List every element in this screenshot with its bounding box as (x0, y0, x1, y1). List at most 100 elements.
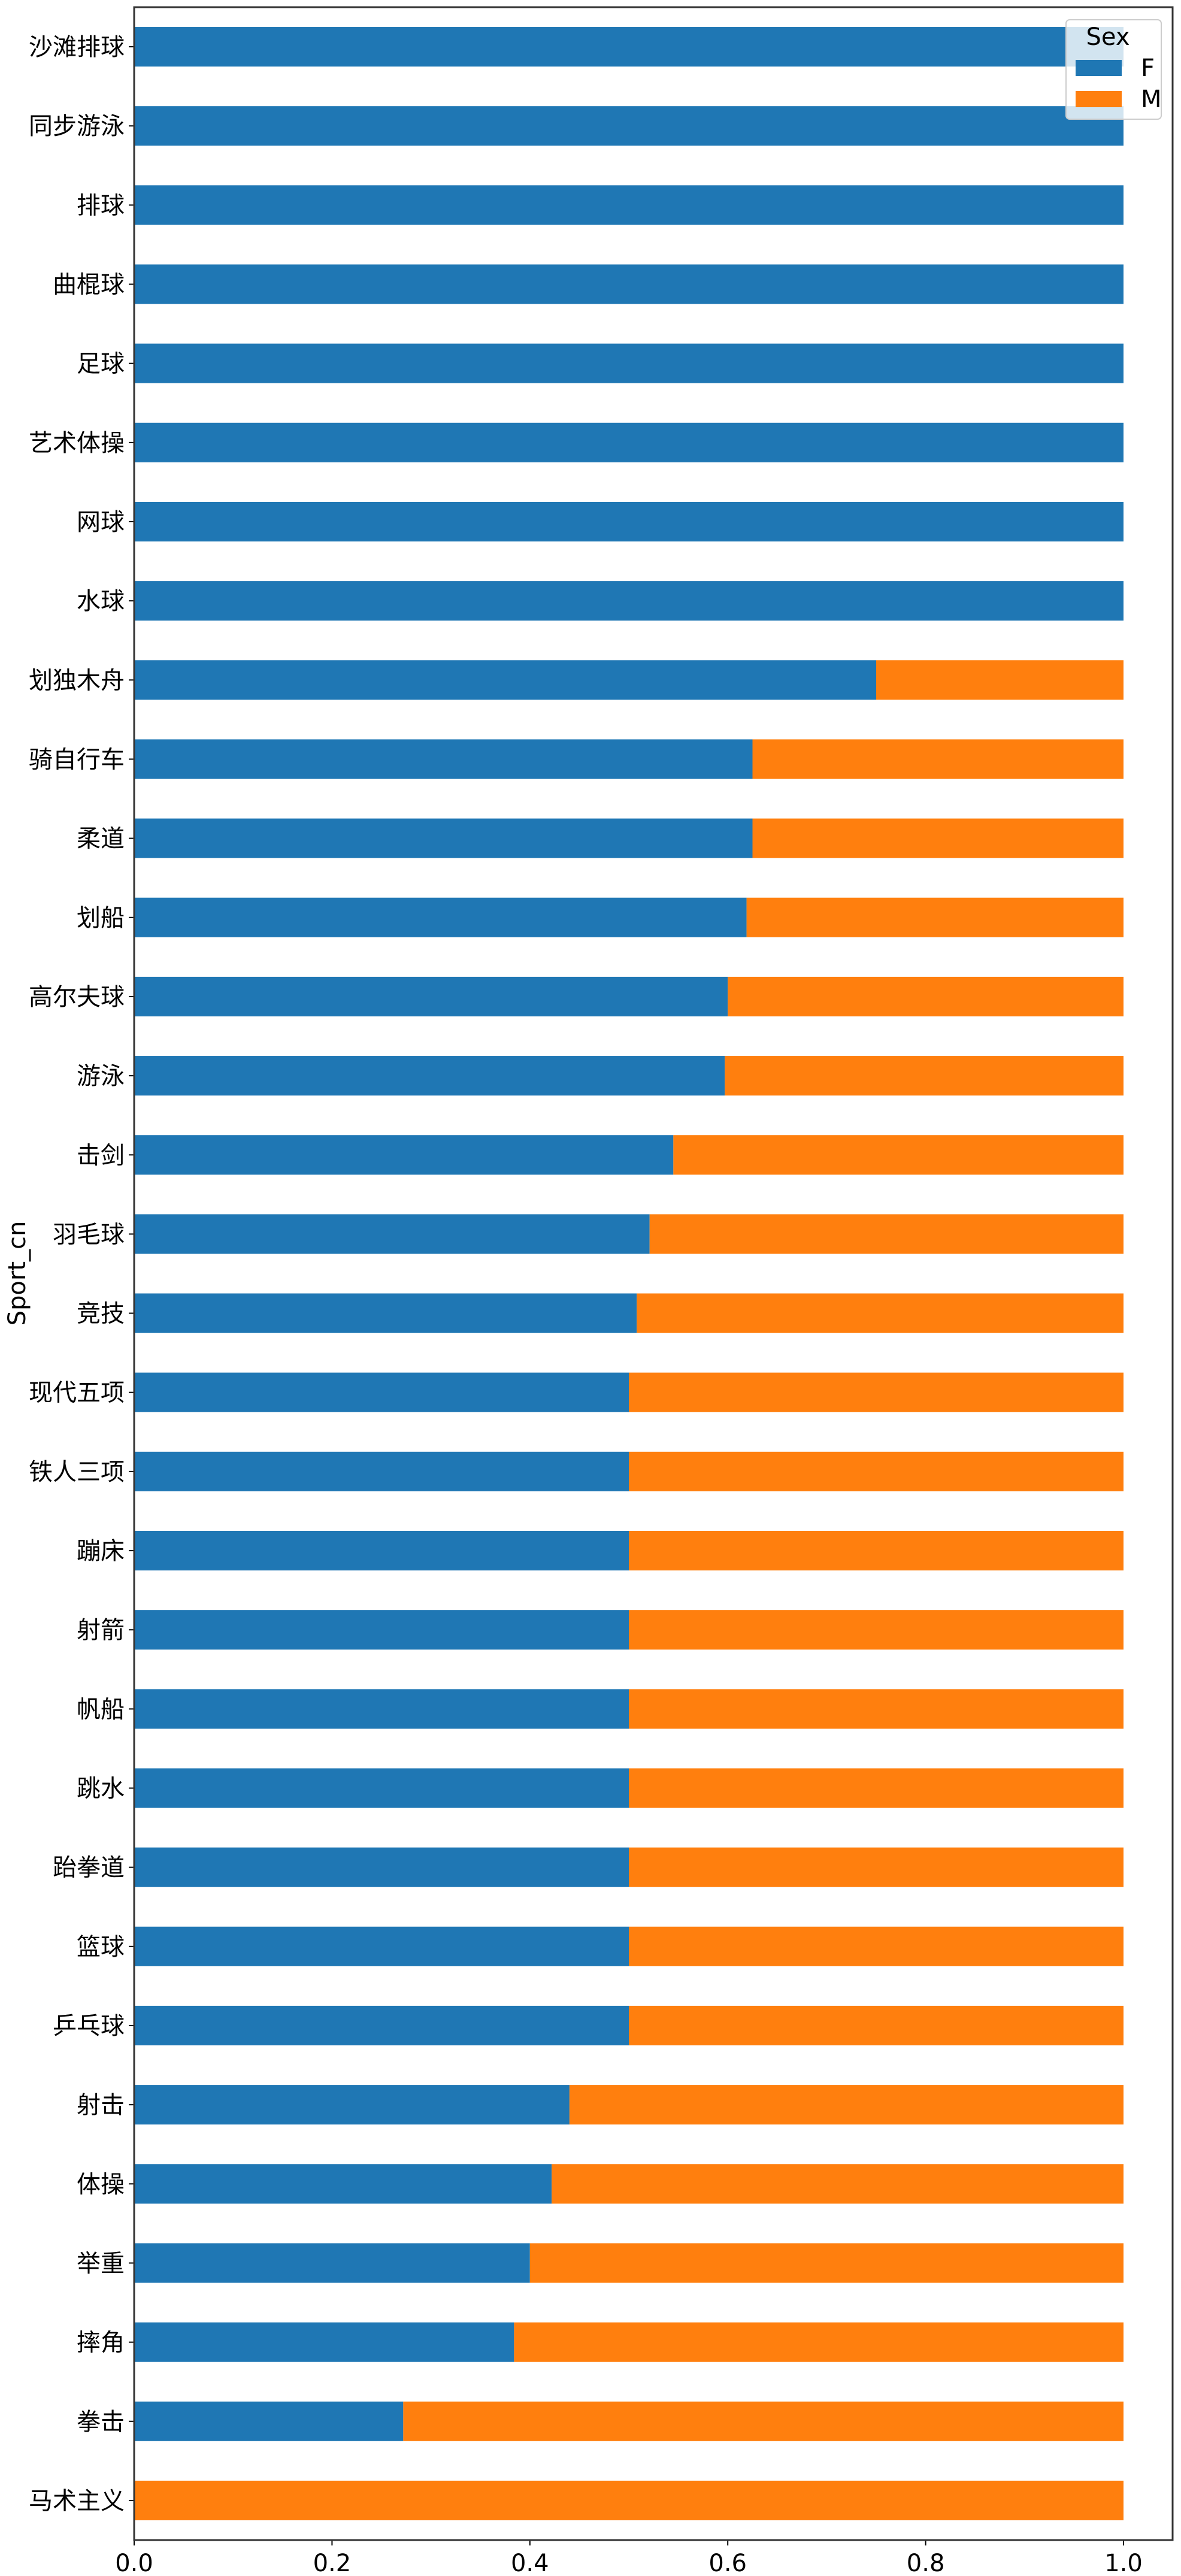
y-tick-label: 乒乓球 (53, 2012, 125, 2040)
y-tick-label: 曲棍球 (53, 271, 125, 299)
bar-m-16 (637, 1293, 1124, 1333)
y-tick-label: 马术主义 (29, 2487, 125, 2515)
bar-m-30 (403, 2401, 1124, 2441)
bar-f-6 (134, 501, 1124, 542)
y-tick-label: 排球 (77, 192, 125, 219)
x-tick-label: 0.8 (907, 2550, 945, 2576)
bar-f-22 (134, 1768, 629, 1808)
legend-label-f: F (1141, 55, 1155, 82)
y-tick-label: 划船 (77, 904, 125, 932)
y-tick-label: 帆船 (77, 1696, 125, 1723)
legend-title: Sex (1086, 23, 1130, 51)
bar-f-2 (134, 185, 1124, 225)
bar-m-27 (552, 2164, 1124, 2204)
y-tick-label: 体操 (77, 2171, 125, 2198)
legend-swatch-f (1076, 60, 1122, 76)
y-tick-label: 举重 (77, 2250, 125, 2277)
y-axis-label: Sport_cn (4, 1221, 31, 1326)
bar-f-24 (134, 1926, 629, 1966)
y-tick-label: 水球 (77, 588, 125, 615)
bar-f-16 (134, 1293, 637, 1333)
bar-f-26 (134, 2085, 570, 2125)
bar-m-20 (629, 1610, 1124, 1650)
y-tick-label: 骑自行车 (29, 746, 125, 773)
y-tick-label: 游泳 (77, 1063, 125, 1090)
bar-f-28 (134, 2243, 530, 2283)
bar-f-4 (134, 343, 1124, 383)
bar-f-17 (134, 1372, 629, 1412)
legend: Sex F M (1065, 19, 1162, 120)
bar-m-29 (514, 2322, 1124, 2362)
y-tick-label: 跆拳道 (53, 1854, 125, 1882)
bars-layer (134, 27, 1124, 2520)
y-tick-label: 高尔夫球 (29, 983, 125, 1011)
bar-m-14 (673, 1135, 1124, 1175)
y-tick-label: 现代五项 (29, 1379, 125, 1407)
y-tick-label: 铁人三项 (29, 1458, 125, 1486)
bar-f-0 (134, 27, 1124, 67)
bar-m-11 (746, 897, 1124, 937)
y-tick-label: 蹦床 (77, 1537, 125, 1565)
bar-m-15 (649, 1214, 1124, 1254)
bar-f-18 (134, 1451, 629, 1491)
y-tick-label: 拳击 (77, 2408, 125, 2436)
bar-f-30 (134, 2401, 404, 2441)
bar-m-21 (629, 1689, 1124, 1729)
bar-f-23 (134, 1847, 629, 1887)
bar-m-25 (629, 2005, 1124, 2046)
y-tick-label: 划独木舟 (29, 667, 125, 694)
bar-f-20 (134, 1610, 629, 1650)
y-tick-label: 竞技 (77, 1300, 125, 1328)
y-tick-label: 同步游泳 (29, 113, 125, 140)
y-axis-ticks: 沙滩排球同步游泳排球曲棍球足球艺术体操网球水球划独木舟骑自行车柔道划船高尔夫球游… (29, 34, 134, 2515)
bar-m-26 (569, 2085, 1124, 2125)
y-tick-label: 射击 (77, 2091, 125, 2119)
bar-f-3 (134, 264, 1124, 304)
y-tick-label: 足球 (77, 350, 125, 378)
bar-f-19 (134, 1531, 629, 1571)
bar-m-9 (752, 739, 1124, 779)
y-tick-label: 篮球 (77, 1933, 125, 1961)
x-tick-label: 0.4 (511, 2550, 549, 2576)
bar-m-18 (629, 1451, 1124, 1491)
bar-f-14 (134, 1135, 674, 1175)
plot-frame (133, 6, 1174, 2541)
bar-f-7 (134, 581, 1124, 621)
bar-f-25 (134, 2005, 629, 2046)
bar-m-17 (629, 1372, 1124, 1412)
bar-f-10 (134, 818, 753, 858)
bar-m-19 (629, 1531, 1124, 1571)
x-tick-label: 0.6 (708, 2550, 747, 2576)
y-tick-label: 沙滩排球 (29, 34, 125, 61)
y-tick-label: 射箭 (77, 1617, 125, 1644)
bar-f-9 (134, 739, 753, 779)
bar-f-15 (134, 1214, 650, 1254)
bar-m-31 (134, 2480, 1124, 2520)
legend-label-m: M (1141, 86, 1162, 113)
y-tick-label: 艺术体操 (29, 429, 125, 457)
bar-f-8 (134, 660, 876, 700)
bar-m-28 (529, 2243, 1124, 2283)
x-tick-label: 1.0 (1104, 2550, 1143, 2576)
bar-m-22 (629, 1768, 1124, 1808)
bar-f-5 (134, 422, 1124, 462)
bar-f-29 (134, 2322, 514, 2362)
bar-f-12 (134, 976, 728, 1016)
bar-m-13 (725, 1056, 1124, 1096)
bar-f-27 (134, 2164, 552, 2204)
x-tick-label: 0.0 (115, 2550, 153, 2576)
bar-f-1 (134, 106, 1124, 146)
bar-m-23 (629, 1847, 1124, 1887)
y-tick-label: 跳水 (77, 1775, 125, 1803)
bar-m-12 (728, 976, 1124, 1016)
y-tick-label: 柔道 (77, 825, 125, 853)
bar-m-24 (629, 1926, 1124, 1966)
x-tick-label: 0.2 (313, 2550, 352, 2576)
x-axis-ticks: 0.0 0.2 0.4 0.6 0.8 1.0 (115, 2540, 1143, 2576)
y-tick-label: 摔角 (77, 2329, 125, 2357)
legend-swatch-m (1076, 91, 1122, 107)
bar-f-11 (134, 897, 747, 937)
bar-m-10 (752, 818, 1124, 858)
bar-m-8 (876, 660, 1124, 700)
